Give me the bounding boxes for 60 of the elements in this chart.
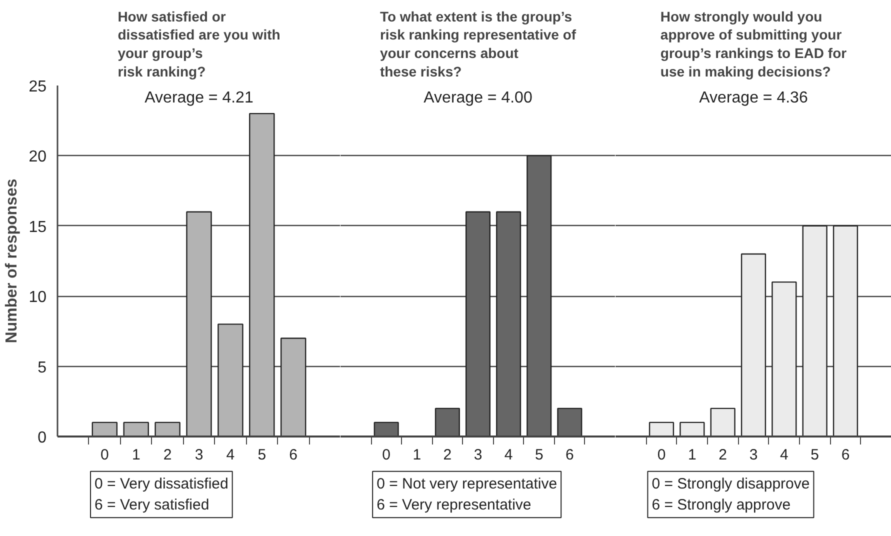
x-tick-label: 6 <box>841 446 850 464</box>
bar <box>186 211 212 436</box>
x-tick-label: 1 <box>412 446 422 464</box>
y-tick-label: 25 <box>28 78 47 96</box>
x-tick-label: 2 <box>443 446 452 464</box>
text: 0 = Very dissatisfied <box>94 475 228 492</box>
bar <box>496 211 522 436</box>
bar <box>218 324 244 436</box>
x-tick-label: 4 <box>226 446 235 464</box>
bar <box>740 253 766 436</box>
y-tick-label: 15 <box>28 218 47 236</box>
y-axis-title: Number of responses <box>4 178 21 344</box>
bar <box>557 408 582 436</box>
bar <box>374 422 399 436</box>
x-tick-label: 0 <box>100 446 109 464</box>
x-tick-label: 2 <box>163 446 172 464</box>
bar <box>680 422 705 436</box>
bar <box>832 225 858 436</box>
bar <box>249 112 275 436</box>
y-tick-label: 20 <box>28 148 47 166</box>
chart-title: To what extent is the group’s risk ranking representative of your concerns about these risks? <box>380 8 576 80</box>
x-tick-label: 1 <box>688 446 696 464</box>
annotation: Average = 4.36 <box>699 90 808 106</box>
annotation: Average = 4.00 <box>424 90 532 106</box>
text: 0 = Strongly disapprove <box>652 475 810 492</box>
bar <box>123 422 149 436</box>
chart-title: How strongly would you approve of submitting your group’s rankings to EAD for use in making decisions? <box>660 8 848 80</box>
x-tick-label: 3 <box>749 446 758 464</box>
x-tick-label: 5 <box>810 446 820 464</box>
x-tick-label: 0 <box>657 446 666 464</box>
x-tick-label: 3 <box>194 446 204 464</box>
x-tick-label: 5 <box>534 446 544 464</box>
bar <box>802 225 828 436</box>
bar <box>526 155 552 436</box>
text: 0 = Not very representative <box>376 475 558 492</box>
x-tick-label: 4 <box>780 446 788 464</box>
x-tick-label: 3 <box>474 446 482 464</box>
y-tick-label: 5 <box>38 359 47 376</box>
x-tick-label: 1 <box>132 446 140 464</box>
bar <box>280 338 306 436</box>
chart-title: How satisfied or dissatisfied are you with your group’s risk ranking? <box>118 8 280 80</box>
bar <box>154 422 180 436</box>
y-tick-label: 0 <box>38 430 47 446</box>
bar <box>465 211 491 436</box>
x-tick-label: 5 <box>258 446 266 464</box>
text: 6 = Very satisfied <box>94 496 210 514</box>
y-tick-label: 10 <box>28 289 47 306</box>
annotation: Average = 4.21 <box>144 90 254 106</box>
x-tick-label: 6 <box>565 446 574 464</box>
bar <box>710 408 736 436</box>
bar <box>434 408 460 436</box>
text: 6 = Very representative <box>376 496 532 514</box>
x-tick-label: 2 <box>718 446 728 464</box>
text: 6 = Strongly approve <box>652 496 791 514</box>
x-tick-label: 6 <box>289 446 298 464</box>
bar <box>772 281 797 436</box>
x-tick-label: 0 <box>382 446 391 464</box>
bar <box>648 422 674 436</box>
x-tick-label: 4 <box>504 446 513 464</box>
bar <box>92 422 118 436</box>
